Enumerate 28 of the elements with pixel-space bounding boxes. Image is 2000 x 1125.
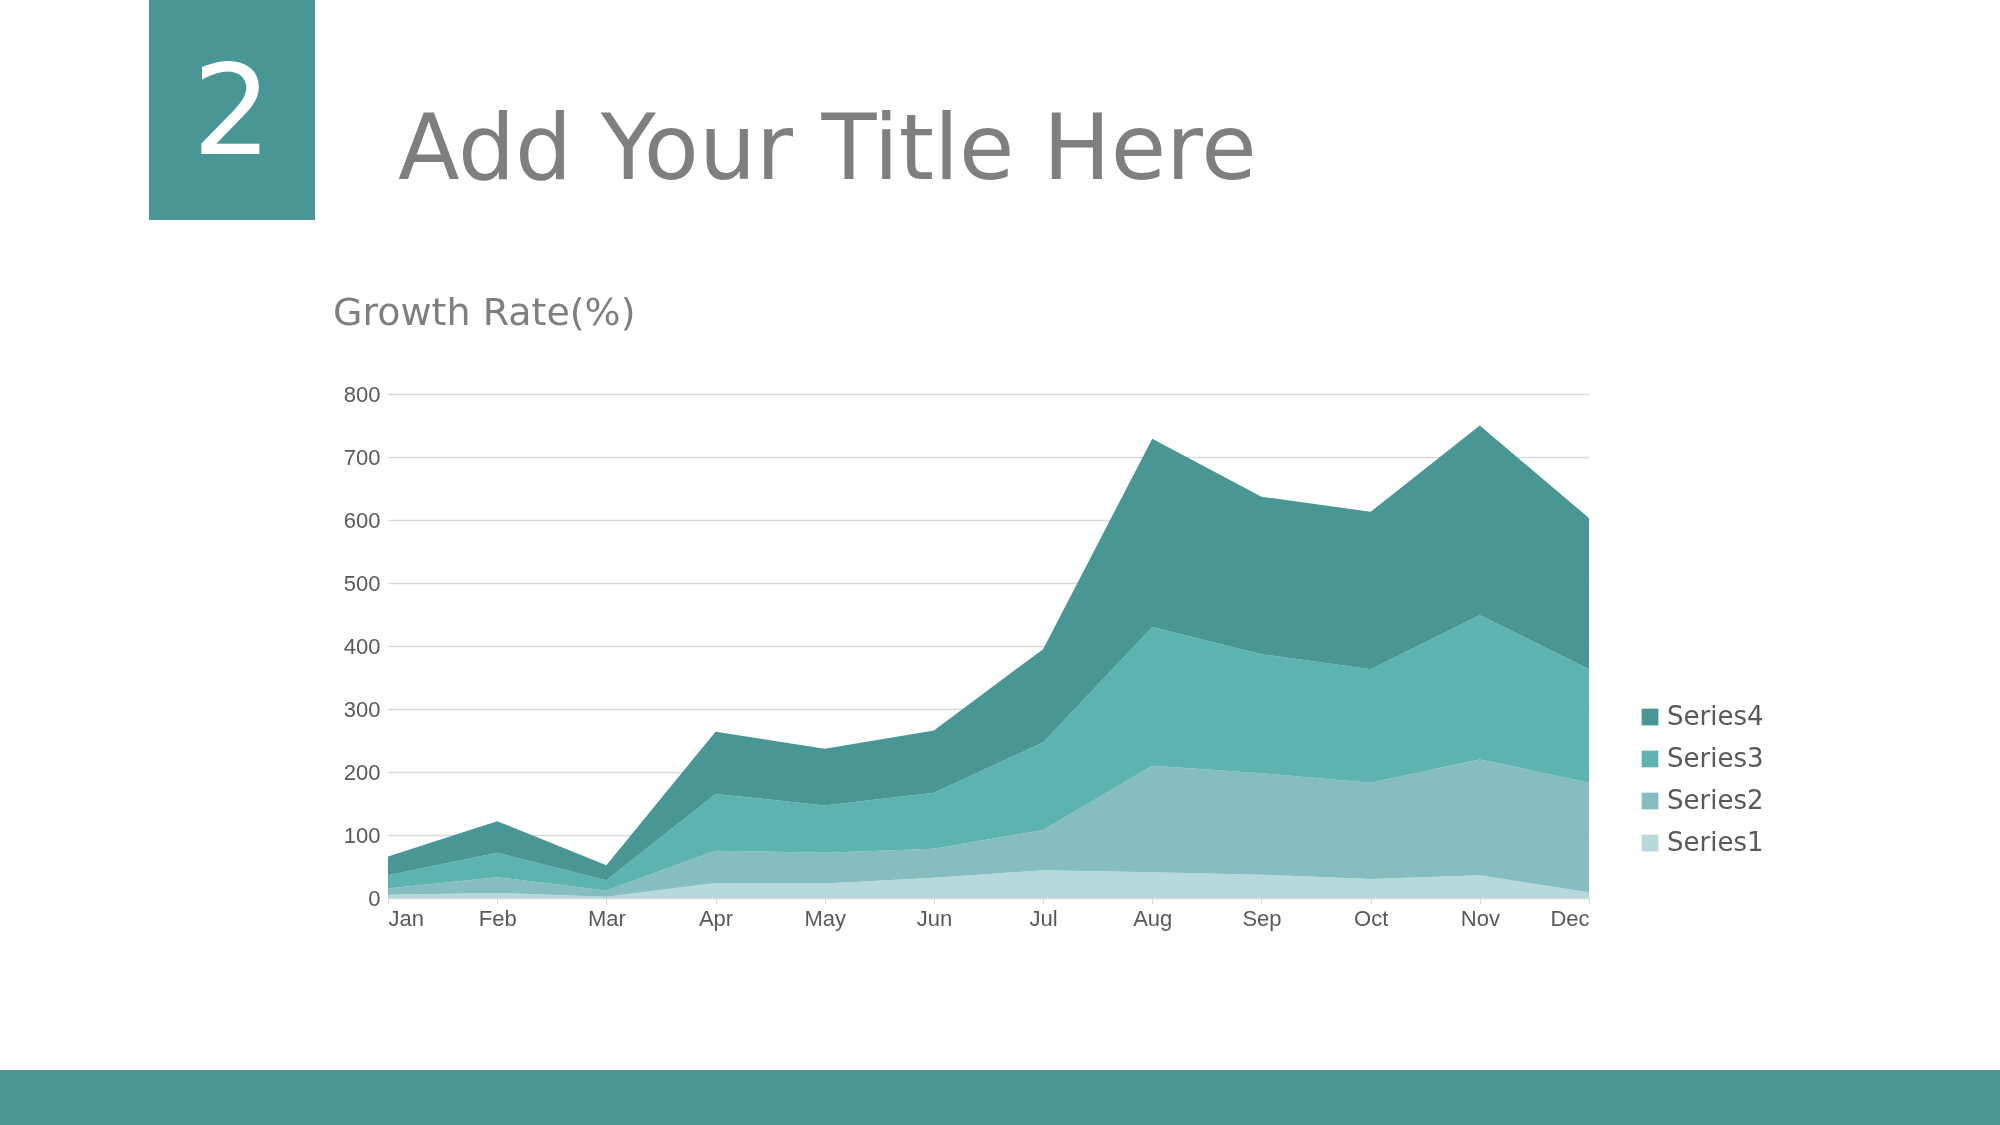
x-tick-label: Jan (388, 905, 424, 931)
legend-label: Series4 (1667, 701, 1764, 731)
y-tick-label: 500 (343, 570, 381, 596)
x-tick-label: Apr (698, 905, 734, 931)
x-tick-label: Nov (1460, 905, 1500, 931)
y-tick-label: 700 (343, 444, 381, 470)
y-tick-label: 600 (343, 507, 381, 533)
chart-title: Add Your Title Here (398, 95, 1257, 200)
y-tick-label: 300 (343, 696, 381, 722)
x-tick-label: Jul (1029, 905, 1058, 931)
x-tick-label: Dec (1550, 905, 1590, 931)
y-tick-label: 400 (343, 633, 381, 659)
x-tick-label: May (804, 905, 847, 931)
x-tick-label: Sep (1242, 905, 1282, 931)
y-tick-label: 200 (343, 759, 381, 785)
y-tick-label: 800 (343, 381, 381, 407)
x-tick-label: Mar (587, 905, 626, 931)
chart-subtitle: Growth Rate(%) (333, 290, 636, 334)
y-tick-label: 100 (343, 822, 381, 848)
x-tick-label: Aug (1133, 905, 1173, 931)
x-tick-label: Jun (916, 905, 953, 931)
legend-label: Series1 (1667, 827, 1764, 857)
x-tick-label: Feb (478, 905, 517, 931)
y-tick-label: 0 (368, 885, 381, 911)
legend-label: Series2 (1667, 785, 1764, 815)
text: 2 (149, 0, 315, 220)
legend-label: Series3 (1667, 743, 1764, 773)
x-tick-label: Oct (1354, 905, 1389, 931)
